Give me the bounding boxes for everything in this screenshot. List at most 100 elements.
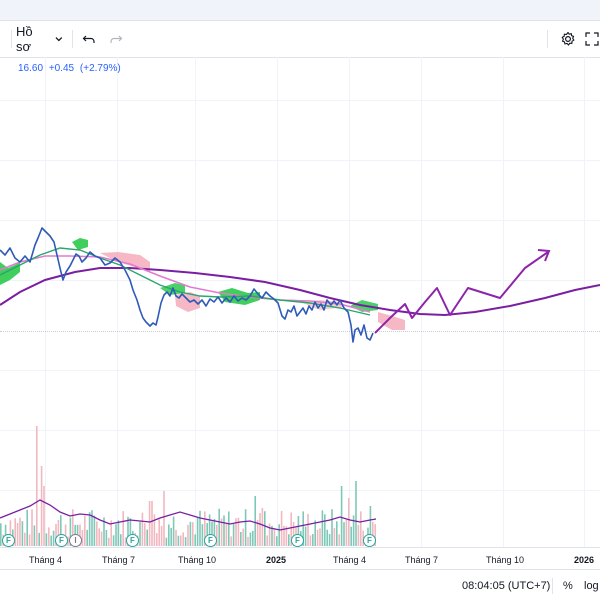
time-label-year: 2025 (266, 555, 287, 565)
volume-bar (48, 527, 50, 546)
volume-bar (307, 513, 309, 546)
fullscreen-button[interactable] (584, 21, 600, 57)
volume-bar (333, 528, 336, 546)
grid-line-vertical (503, 57, 504, 547)
time-label: Tháng 10 (178, 555, 217, 565)
volume-bar (43, 486, 45, 546)
volume-bar (14, 518, 16, 546)
grid-line-horizontal (0, 100, 600, 101)
volume-bar (266, 535, 268, 546)
event-marker-F[interactable]: F (55, 534, 68, 547)
time-axis[interactable] (0, 547, 600, 570)
percent-scale-toggle[interactable]: % (563, 580, 573, 592)
volume-bar (369, 506, 372, 546)
volume-bar (194, 534, 196, 546)
volume-bar (96, 521, 98, 546)
volume-bar (69, 517, 72, 546)
volume-bar (201, 524, 204, 546)
volume-bar (302, 511, 304, 546)
volume-bar (196, 518, 199, 546)
volume-bar (26, 509, 28, 546)
event-marker-I[interactable]: I (69, 534, 82, 547)
volume-bar (52, 530, 55, 546)
volume-bar (105, 530, 108, 546)
volume-bar (160, 525, 163, 546)
volume-bar (249, 532, 252, 546)
volume-bar (28, 534, 31, 546)
volume-bar (36, 426, 38, 546)
volume-bar (50, 535, 52, 546)
volume-bar (0, 523, 2, 546)
volume-bar (103, 517, 105, 546)
volume-bar (276, 536, 278, 546)
volume-bar (98, 528, 100, 546)
cloud-pink-4 (378, 312, 405, 330)
volume-bar (237, 517, 240, 546)
grid-line-horizontal (0, 280, 600, 281)
volume-bar (285, 526, 288, 546)
volume-bar (268, 523, 271, 546)
volume-bar (156, 533, 158, 546)
volume-bar (189, 521, 192, 546)
volume-bar (110, 520, 112, 546)
volume-bar (208, 514, 211, 546)
event-marker-F[interactable]: F (2, 534, 15, 547)
volume-bar (273, 528, 276, 546)
volume-bar (192, 522, 194, 546)
event-marker-F[interactable]: F (126, 534, 139, 547)
current-time[interactable]: 08:04:05 (UTC+7) (462, 580, 551, 592)
volume-bar (304, 526, 307, 546)
volume-bar (81, 530, 84, 546)
event-marker-F[interactable]: F (363, 534, 376, 547)
price-chart[interactable] (0, 57, 600, 547)
grid-line-horizontal (0, 430, 600, 431)
volume-bar (88, 512, 91, 546)
log-scale-toggle[interactable]: log (584, 580, 599, 592)
event-marker-F[interactable]: F (291, 534, 304, 547)
volume-bar (184, 537, 187, 546)
volume-bar (170, 527, 172, 546)
volume-bar (292, 521, 295, 546)
chart-toolbar: Hồ sơ (0, 21, 600, 58)
volume-bar (240, 532, 242, 546)
volume-bar (108, 537, 110, 546)
volume-bar (33, 525, 36, 546)
event-marker-F[interactable]: F (204, 534, 217, 547)
undo-button[interactable] (78, 21, 100, 57)
price-legend: 16.60 +0.45 (+2.79%) (18, 63, 124, 74)
volume-bar (124, 537, 127, 546)
profile-dropdown[interactable]: Hồ sơ (16, 21, 64, 57)
volume-bar (100, 531, 103, 546)
volume-bar (228, 511, 230, 546)
volume-bar (148, 501, 151, 546)
volume-bar (177, 535, 180, 546)
volume-bar (182, 532, 184, 546)
legend-change: +0.45 (48, 63, 75, 74)
grid-line-vertical (421, 57, 422, 547)
legend-change-pct: (+2.79%) (79, 63, 121, 74)
volume-bar (345, 519, 348, 546)
grid-line-horizontal (0, 220, 600, 221)
volume-bar (9, 520, 12, 546)
volume-bar (360, 511, 362, 546)
settings-button[interactable] (556, 21, 580, 57)
chevron-down-icon (55, 37, 63, 42)
volume-bar (283, 525, 285, 546)
volume-bar (321, 510, 324, 546)
volume-bar (264, 511, 266, 546)
volume-histogram (0, 426, 376, 546)
volume-bar (38, 532, 40, 546)
time-label: Tháng 10 (486, 555, 525, 565)
moving-average-green (0, 247, 371, 316)
volume-bar (84, 515, 86, 546)
volume-bar (165, 537, 168, 546)
redo-icon (110, 35, 123, 43)
redo-button[interactable] (105, 21, 127, 57)
moving-average-pink (0, 255, 371, 313)
grid-line-vertical (584, 57, 585, 547)
volume-bar (352, 515, 355, 546)
volume-bar (168, 524, 170, 546)
volume-bar (256, 520, 259, 546)
volume-bar (328, 534, 331, 546)
volume-bar (278, 524, 280, 546)
